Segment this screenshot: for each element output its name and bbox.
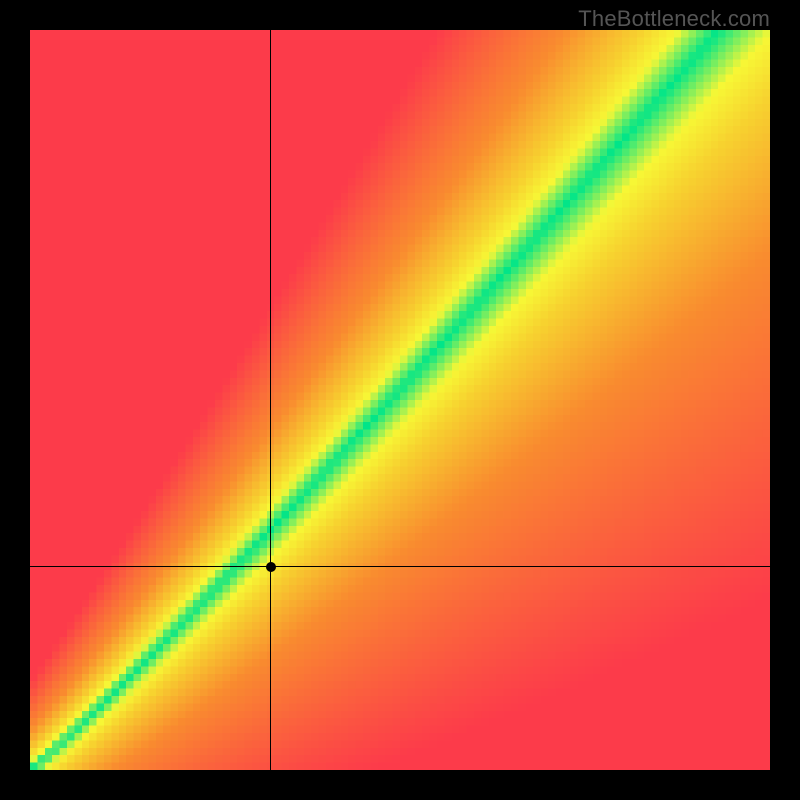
bottleneck-heatmap — [30, 30, 770, 770]
crosshair-vertical — [270, 30, 271, 770]
crosshair-marker — [266, 562, 276, 572]
crosshair-horizontal — [30, 566, 770, 567]
chart-container: TheBottleneck.com — [0, 0, 800, 800]
watermark-text: TheBottleneck.com — [578, 6, 770, 32]
